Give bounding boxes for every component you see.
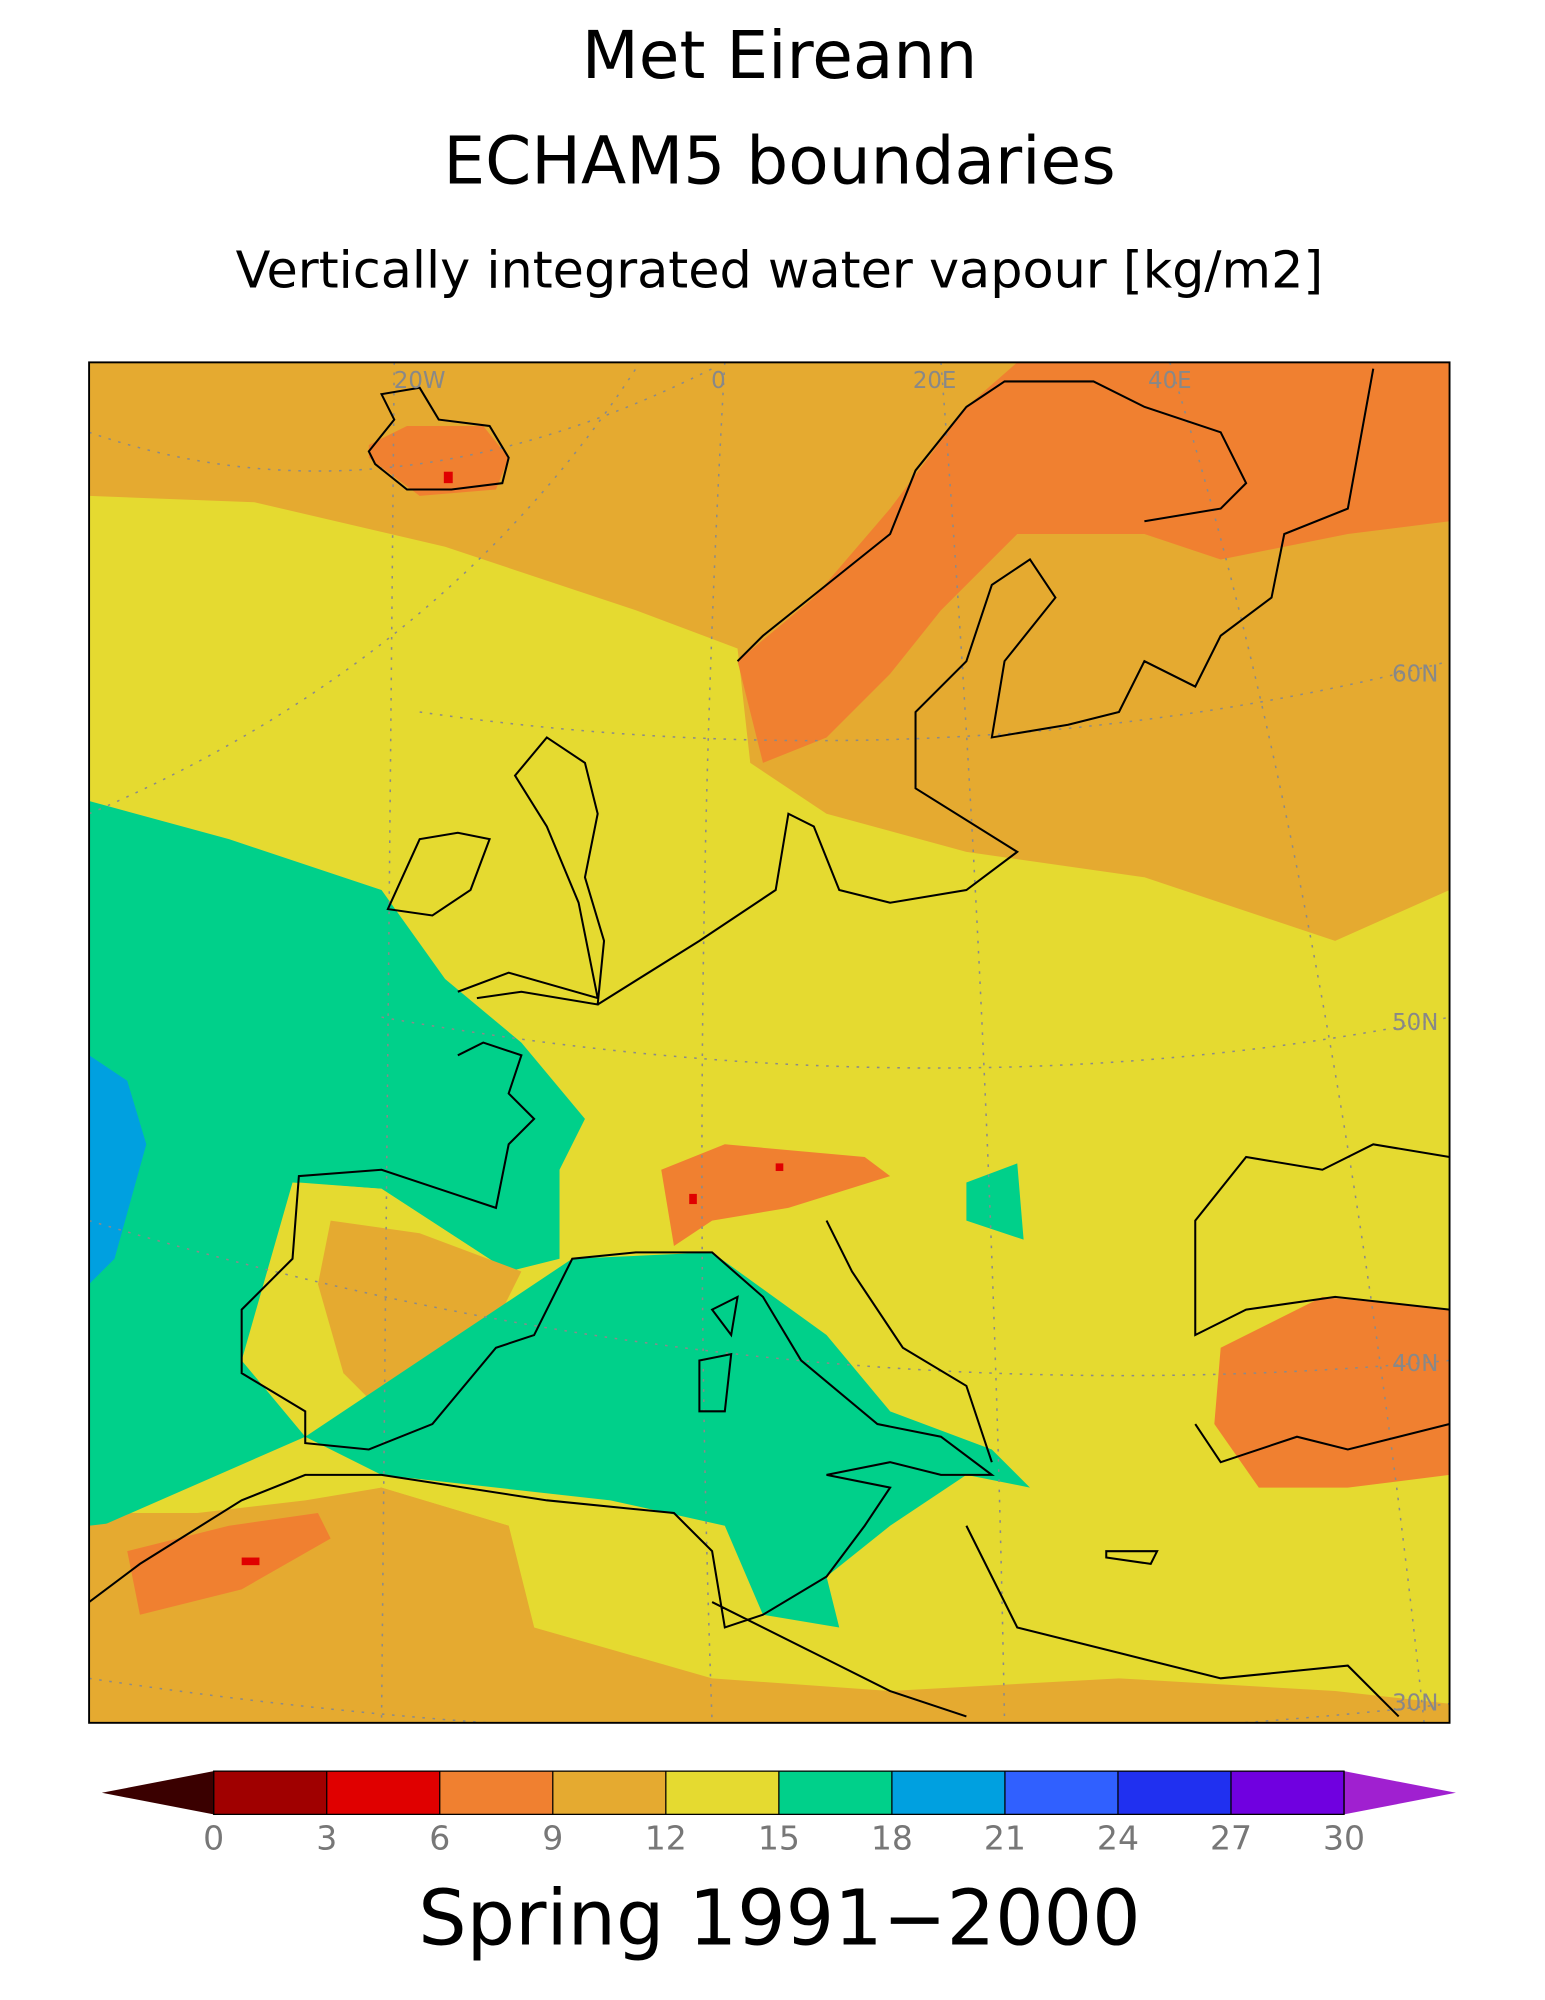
field-region [241, 1557, 260, 1566]
field-region [368, 425, 509, 496]
field-region [443, 471, 453, 484]
colorbar-segment [213, 1771, 327, 1815]
colorbar-segment [891, 1771, 1005, 1815]
graticule-label: 0 [711, 368, 726, 394]
colorbar-tick-label: 18 [871, 1818, 913, 1857]
field-region [127, 1513, 331, 1615]
map: 20W 0 20E 40E 60N 50N 40N 30N [88, 361, 1451, 1724]
graticule-label: 20W [394, 368, 446, 394]
colorbar-extension [101, 1771, 214, 1815]
graticule [89, 362, 1450, 1723]
colorbar-tick-label: 15 [758, 1818, 800, 1857]
period-label: Spring 1991−2000 [418, 1874, 1140, 1963]
colorbar-tick-label: 30 [1323, 1818, 1365, 1857]
map-field [89, 362, 1450, 1723]
subtitle: ECHAM5 boundaries [443, 122, 1115, 199]
field-region [1214, 1296, 1450, 1488]
graticule-label: 60N [1392, 662, 1438, 688]
colorbar-extension [1344, 1771, 1456, 1815]
colorbar-tick-label: 12 [645, 1818, 687, 1857]
graticule-label: 40N [1392, 1351, 1438, 1377]
coastline [89, 368, 1450, 1718]
colorbar-tick-label: 24 [1097, 1818, 1139, 1857]
field-region [317, 1220, 522, 1412]
colorbar-tick-label: 9 [542, 1818, 563, 1857]
colorbar-tick-label: 21 [984, 1818, 1026, 1857]
colorbar-segment [1117, 1771, 1231, 1815]
colorbar-tick-label: 27 [1210, 1818, 1252, 1857]
field-region [305, 1252, 1030, 1628]
graticule-label: 50N [1392, 1010, 1438, 1036]
field-region [89, 801, 585, 1526]
colorbar-segment [665, 1771, 779, 1815]
variable-label: Vertically integrated water vapour [kg/m… [236, 240, 1324, 299]
field-region [661, 1144, 891, 1247]
field-region [966, 1163, 1024, 1240]
field-region [737, 362, 1450, 763]
colorbar-segment [326, 1771, 440, 1815]
map-frame [88, 361, 1451, 1724]
colorbar-tick-label: 3 [316, 1818, 337, 1857]
field-region [89, 1055, 147, 1285]
graticule-label: 30N [1392, 1690, 1438, 1716]
colorbar: 0 3 6 9 12 15 18 21 24 27 30 [101, 1770, 1456, 1857]
colorbar-frame [213, 1770, 1345, 1816]
colorbar-segment [1230, 1771, 1345, 1815]
colorbar-segment [439, 1771, 553, 1815]
colorbar-tick-label: 6 [429, 1818, 450, 1857]
colorbar-segment [1004, 1771, 1118, 1815]
colorbar-segment [552, 1771, 666, 1815]
graticule-label: 40E [1148, 368, 1192, 394]
field-region [775, 1163, 784, 1172]
colorbar-segment [778, 1771, 892, 1815]
title: Met Eireann [582, 17, 978, 94]
field-region [689, 1193, 697, 1205]
graticule-label: 20E [913, 368, 957, 394]
colorbar-tick-label: 0 [203, 1818, 224, 1857]
